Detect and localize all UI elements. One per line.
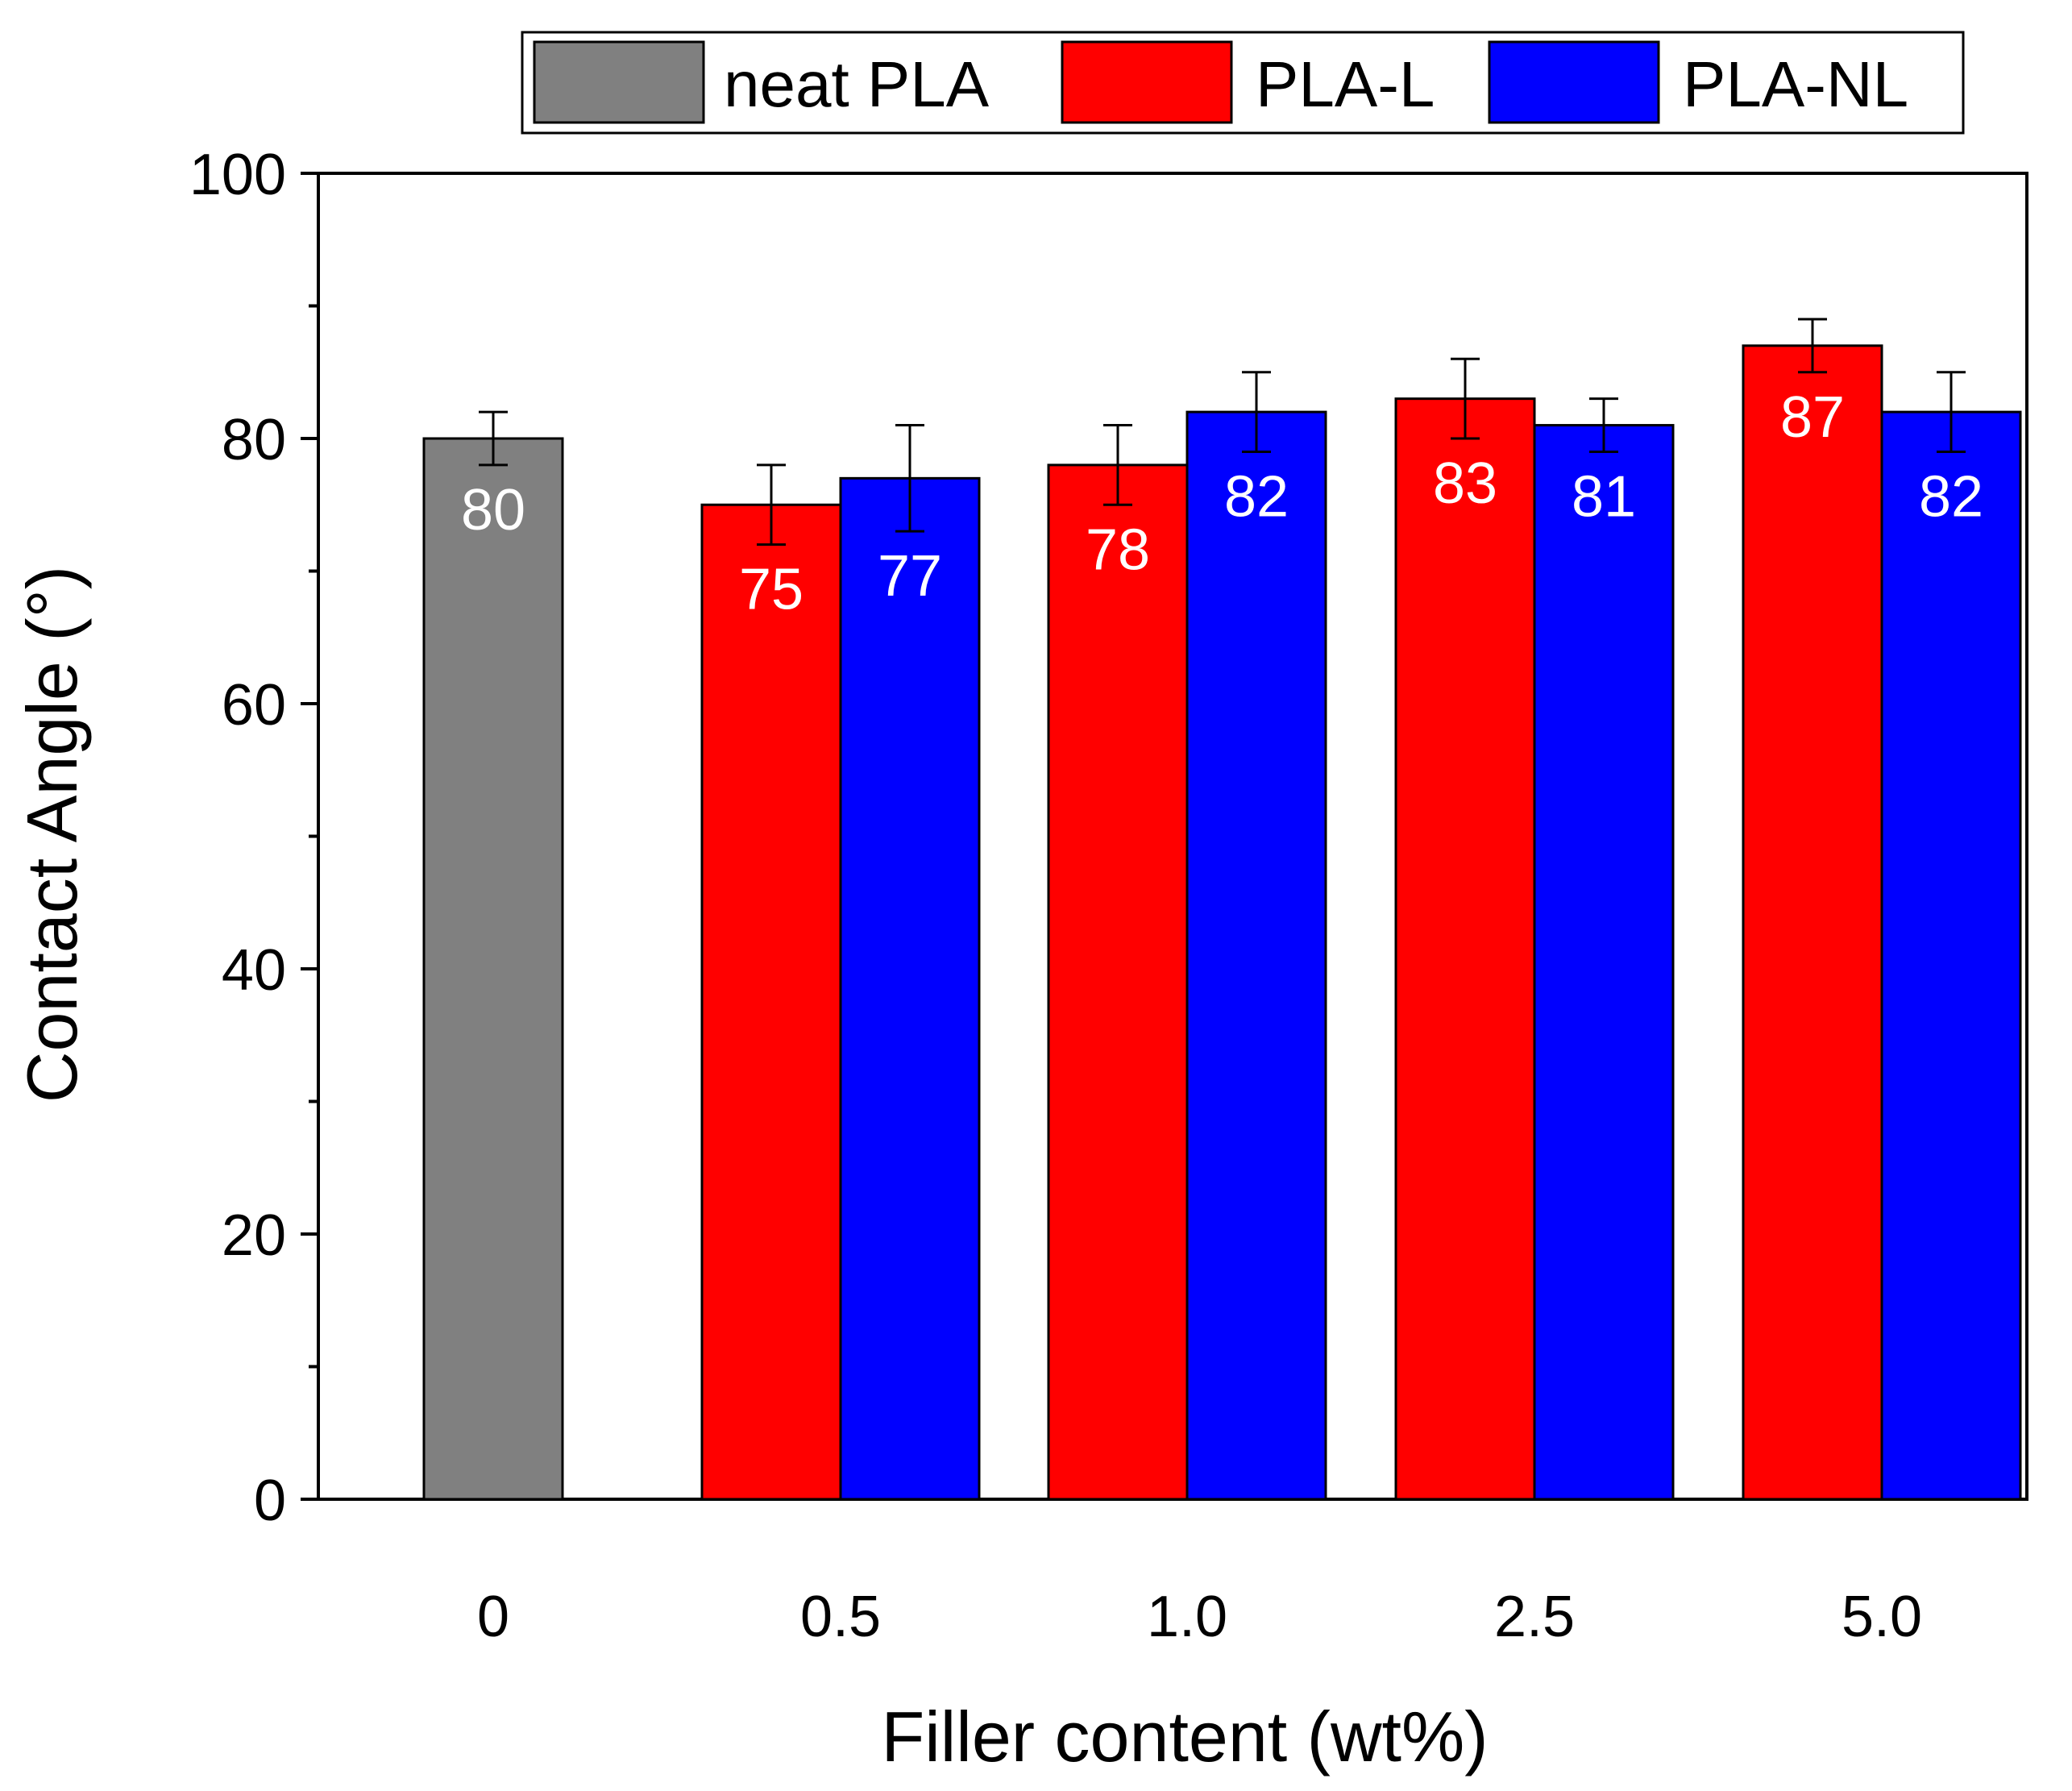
legend-swatch-pla-nl xyxy=(1488,40,1660,124)
bar-value-label: 81 xyxy=(1572,464,1636,529)
bar-pla-nl xyxy=(839,476,981,1501)
y-tick-label: 100 xyxy=(189,143,286,207)
bar-pla-l xyxy=(700,503,842,1501)
legend-label-pla-nl: PLA-NL xyxy=(1683,48,1908,120)
y-axis-title: Contact Angle (°) xyxy=(12,566,92,1103)
bars: 80 75 77 78 82 83 81 87 82 xyxy=(422,318,2022,1501)
bar-value-label: 80 xyxy=(461,478,525,542)
bar-pla-nl xyxy=(1880,410,2022,1501)
bar-value-label: 87 xyxy=(1780,385,1845,450)
x-tick-label: 0.5 xyxy=(800,1585,881,1649)
bar-value-label: 82 xyxy=(1919,464,1983,529)
x-tick-label: 0 xyxy=(477,1585,509,1649)
bar-pla-l xyxy=(1047,463,1189,1501)
bar-neat-pla xyxy=(422,437,564,1501)
x-tick-label: 1.0 xyxy=(1147,1585,1227,1649)
legend-frame xyxy=(521,31,1965,135)
bar-value-label: 82 xyxy=(1224,464,1289,529)
legend-label-neat-pla: neat PLA xyxy=(724,48,990,120)
bar-pla-l xyxy=(1394,397,1536,1501)
bar-value-label: 75 xyxy=(739,558,803,622)
bar-pla-nl xyxy=(1533,424,1675,1501)
legend-swatch-pla-l xyxy=(1061,40,1233,124)
y-tick-label: 60 xyxy=(222,673,286,738)
y-tick-label: 40 xyxy=(222,938,286,1003)
bar-value-label: 78 xyxy=(1086,517,1150,582)
bar-value-label: 83 xyxy=(1433,451,1497,516)
y-axis: 0 20 40 60 80 100 xyxy=(189,143,318,1533)
x-axis-title: Filler content (wt%) xyxy=(881,1697,1488,1776)
legend-swatch-neat-pla xyxy=(533,40,705,124)
y-tick-label: 80 xyxy=(222,408,286,472)
bar-pla-l xyxy=(1742,344,1883,1501)
y-tick-label: 20 xyxy=(222,1203,286,1268)
legend-label-pla-l: PLA-L xyxy=(1256,48,1435,120)
x-tick-label: 5.0 xyxy=(1842,1585,1922,1649)
x-axis: 0 0.5 1.0 2.5 5.0 xyxy=(477,1585,1922,1649)
legend: neat PLA PLA-L PLA-NL xyxy=(521,31,1965,135)
x-tick-label: 2.5 xyxy=(1494,1585,1575,1649)
bar-pla-nl xyxy=(1185,410,1327,1501)
bar-value-label: 77 xyxy=(878,544,942,609)
y-tick-label: 0 xyxy=(254,1469,286,1533)
